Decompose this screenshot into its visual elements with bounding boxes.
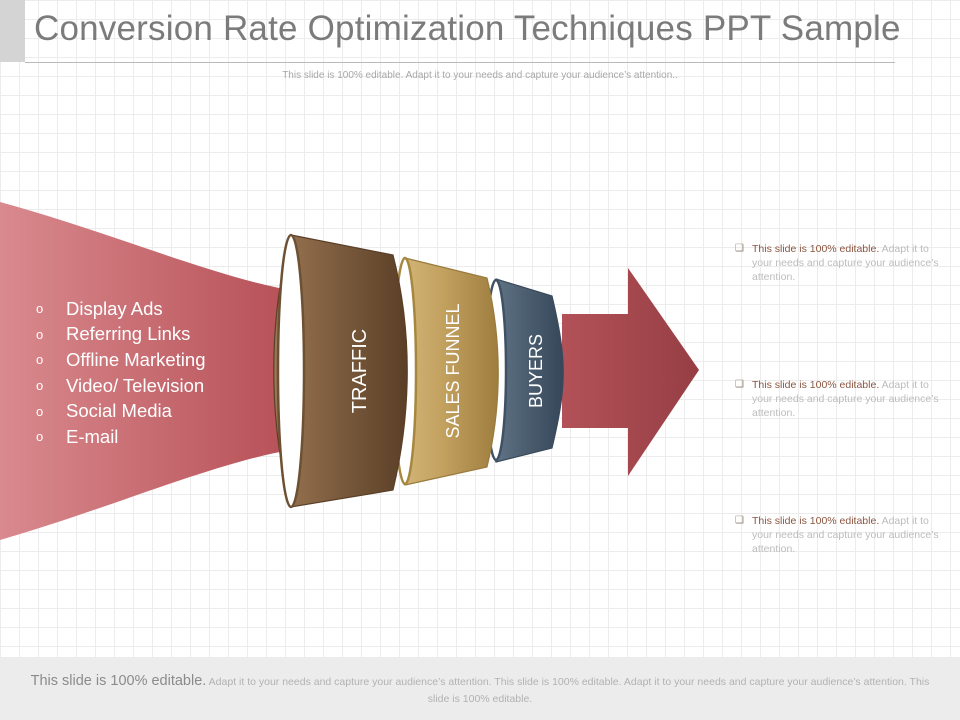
list-item: o Display Ads: [36, 296, 206, 322]
stage-label-buyers: BUYERS: [526, 334, 546, 408]
checkbox-bullet-icon: ❑: [735, 243, 744, 254]
source-label: Social Media: [66, 400, 172, 422]
list-item: o Referring Links: [36, 322, 206, 348]
note-rest-text: Adapt it to your needs and capture your …: [752, 515, 939, 555]
bullet-icon: o: [36, 326, 44, 342]
source-label: Offline Marketing: [66, 348, 206, 370]
note-strong-text: This slide is 100% editable.: [752, 515, 880, 527]
list-item: o Offline Marketing: [36, 347, 206, 373]
footer-rest-text: Adapt it to your needs and capture your …: [206, 676, 930, 705]
note-item: ❑ This slide is 100% editable. Adapt it …: [735, 242, 945, 284]
bullet-icon: o: [36, 429, 44, 445]
note-text: This slide is 100% editable. Adapt it to…: [752, 514, 945, 556]
bullet-icon: o: [36, 352, 44, 368]
notes-list: ❑ This slide is 100% editable. Adapt it …: [735, 242, 945, 650]
note-rest-text: Adapt it to your needs and capture your …: [752, 379, 939, 419]
list-item: o Video/ Television: [36, 373, 206, 399]
note-text: This slide is 100% editable. Adapt it to…: [752, 378, 945, 420]
source-label: Referring Links: [66, 323, 191, 345]
list-item: o E-mail: [36, 424, 206, 450]
stage-label-traffic: TRAFFIC: [349, 329, 371, 413]
stage-label-sales-funnel: SALES FUNNEL: [443, 303, 463, 438]
source-label: E-mail: [66, 425, 119, 447]
slide-title: Conversion Rate Optimization Techniques …: [34, 9, 901, 48]
traffic-sources-list: o Display Ads o Referring Links o Offline M…: [36, 296, 206, 450]
traffic-inflow-wedge: [0, 202, 302, 540]
note-item: ❑ This slide is 100% editable. Adapt it …: [735, 378, 945, 420]
traffic-stage: [273, 234, 408, 508]
title-divider: [25, 62, 895, 63]
checkbox-bullet-icon: ❑: [735, 515, 744, 526]
bullet-icon: o: [36, 403, 44, 419]
note-strong-text: This slide is 100% editable.: [752, 243, 880, 255]
footer-strong-text: This slide is 100% editable.: [30, 673, 207, 689]
note-item: ❑ This slide is 100% editable. Adapt it …: [735, 514, 945, 556]
note-text: This slide is 100% editable. Adapt it to…: [752, 242, 945, 284]
list-item: o Social Media: [36, 398, 206, 424]
traffic-rim: [276, 233, 306, 509]
source-label: Video/ Television: [66, 374, 205, 396]
note-strong-text: This slide is 100% editable.: [752, 379, 880, 391]
bullet-icon: o: [36, 378, 44, 394]
source-label: Display Ads: [66, 297, 163, 319]
slide-subtitle: This slide is 100% editable. Adapt it to…: [282, 70, 678, 81]
title-accent-bar: [0, 0, 25, 62]
conversion-arrow: [562, 268, 699, 476]
footer-banner: This slide is 100% editable. Adapt it to…: [0, 657, 960, 720]
bullet-icon: o: [36, 301, 44, 317]
note-rest-text: Adapt it to your needs and capture your …: [752, 243, 939, 283]
checkbox-bullet-icon: ❑: [735, 379, 744, 390]
